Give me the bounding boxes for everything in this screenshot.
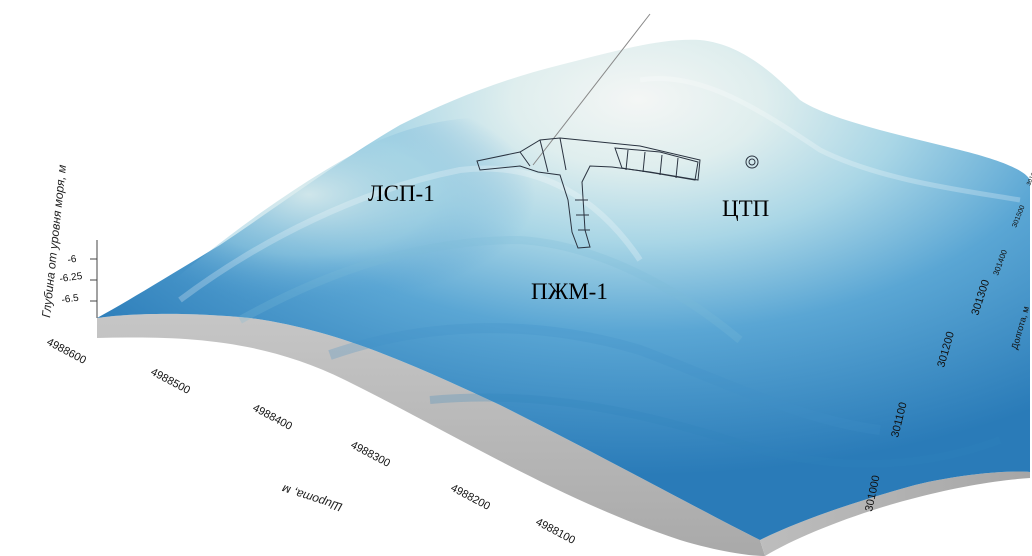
depth-tick: -6 — [67, 254, 78, 266]
depth-tick: -6.25 — [59, 271, 84, 285]
depth-tick: -6.5 — [61, 293, 80, 306]
depth-axis: -6 -6.25 -6.5 Глубина от уровня моря, м — [39, 164, 98, 318]
latitude-tick: 4988600 — [45, 336, 88, 367]
ctp-marker-icon — [745, 155, 759, 169]
block-right-wall — [760, 471, 1030, 556]
label-pzhm-1: ПЖМ-1 — [531, 279, 608, 304]
platform-outline — [476, 137, 701, 249]
label-ctp: ЦТП — [722, 196, 769, 221]
block-front-wall-visible — [97, 313, 765, 556]
longitude-tick: 301600 — [1026, 165, 1032, 186]
leader-line — [532, 13, 651, 166]
seabed-surface-highlight — [150, 117, 604, 338]
contour-bands — [178, 76, 1021, 468]
label-lsp-1: ЛСП-1 — [368, 181, 435, 206]
